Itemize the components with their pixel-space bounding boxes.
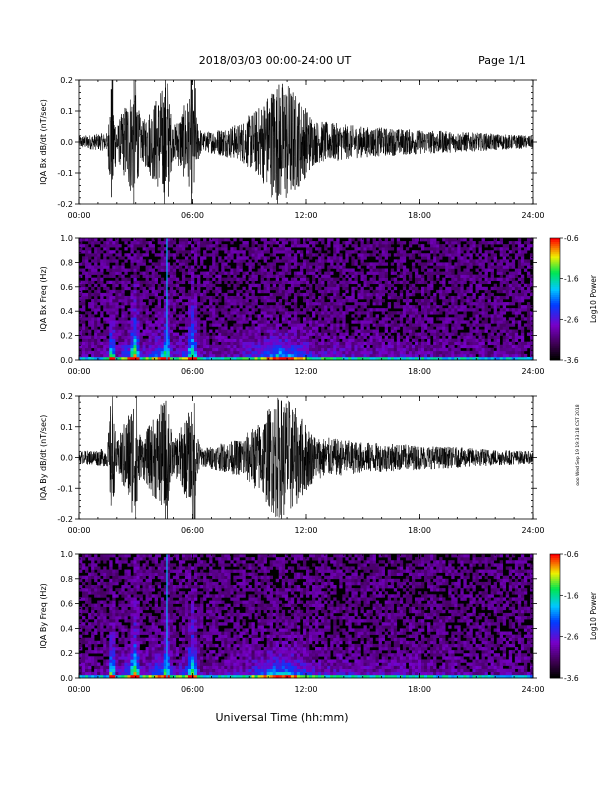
colorbar-frame [549,237,561,361]
y-tick-label: 0.1 [60,423,73,432]
colorbar-frame [549,553,561,679]
x-tick-label: 00:00 [67,526,90,535]
colorbar: -0.6 -1.6 -2.6 -3.6 Log10 Power [549,234,598,365]
x-tick-label: 12:00 [294,685,317,694]
colorbar-tick-label: -2.6 [564,315,579,324]
x-tick-label: 06:00 [181,685,204,694]
y-tick-label: 0.6 [60,600,73,609]
colorbar-tick-label: -1.6 [564,275,579,284]
colorbar-tick-label: -1.6 [564,591,579,600]
y-tick-label: -0.2 [57,200,73,209]
y-tick-label: 0.2 [60,76,73,85]
y-axis-label: IQA Bx dB/dt (nT/sec) [39,99,48,185]
x-tick-label: 00:00 [67,685,90,694]
y-tick-label: 1.0 [60,234,73,243]
y-tick-label: 0.0 [60,356,73,365]
y-tick-label: 1.0 [60,550,73,559]
y-tick-label: 0.4 [60,307,73,316]
y-tick-label: -0.1 [57,484,73,493]
x-tick-label: 18:00 [408,685,431,694]
x-tick-label: 12:00 [294,367,317,376]
y-tick-label: 0.8 [60,258,73,267]
y-axis-label: IQA By dB/dt (nT/sec) [39,415,48,501]
y-tick-label: 0.6 [60,283,73,292]
panel-by-spectrogram: -0.6 -1.6 -2.6 -3.6 Log10 Power 1.0 0.8 0.6 0.4 0… [39,550,598,694]
y-tick-label: 0.1 [60,107,73,116]
y-tick-label: 0.8 [60,575,73,584]
colorbar-tick-label: -3.6 [564,674,579,683]
generation-stamp: ooo Wed Sep 19 19:33:18 CST 2018 [575,404,581,485]
x-tick-label: 18:00 [408,526,431,535]
x-tick-label: 06:00 [181,526,204,535]
x-tick-label: 24:00 [521,685,544,694]
page-indicator: Page 1/1 [478,54,526,67]
x-tick-label: 12:00 [294,211,317,220]
x-tick-label: 00:00 [67,367,90,376]
y-axis-label: IQA Bx Freq (Hz) [39,266,48,332]
panel-bx-dbdt: 0.2 0.1 0.0 -0.1 -0.2 00:00 06:00 12:00 18:00 24:… [39,76,545,220]
x-tick-label: 12:00 [294,526,317,535]
x-axis-title: Universal Time (hh:mm) [216,711,349,724]
x-tick-label: 06:00 [181,367,204,376]
x-tick-label: 24:00 [521,211,544,220]
y-axis-label: IQA By Freq (Hz) [39,583,48,649]
figure-title: 2018/03/03 00:00-24:00 UT [199,54,352,67]
y-tick-label: 0.2 [60,332,73,341]
y-tick-label: 0.0 [60,674,73,683]
dbdt-trace [78,395,534,520]
x-tick-label: 18:00 [408,211,431,220]
y-tick-label: 0.0 [60,138,73,147]
y-tick-label: 0.2 [60,392,73,401]
x-tick-label: 24:00 [521,367,544,376]
y-tick-label: 0.4 [60,624,73,633]
colorbar-tick-label: -0.6 [564,550,579,559]
colorbar-tick-label: -0.6 [564,234,579,243]
panel-by-dbdt: 0.2 0.1 0.0 -0.1 -0.2 00:00 06:00 12:00 18:00 24:… [39,392,545,535]
y-tick-label: -0.2 [57,515,73,524]
colorbar-tick-label: -2.6 [564,633,579,642]
colorbar-tick-label: -3.6 [564,356,579,365]
dbdt-trace [78,79,534,205]
x-tick-label: 06:00 [181,211,204,220]
spectrogram-cells [79,554,534,679]
x-tick-label: 00:00 [67,211,90,220]
spectrogram-cells [79,238,534,361]
colorbar-label: Log10 Power [589,591,598,640]
x-tick-label: 18:00 [408,367,431,376]
y-tick-label: -0.1 [57,169,73,178]
y-tick-label: 0.0 [60,454,73,463]
panel-bx-spectrogram: -0.6 -1.6 -2.6 -3.6 Log10 Power 1.0 0.8 0.6 0.4 0… [39,234,598,376]
x-tick-label: 24:00 [521,526,544,535]
colorbar-label: Log10 Power [589,274,598,323]
y-tick-label: 0.2 [60,649,73,658]
colorbar: -0.6 -1.6 -2.6 -3.6 Log10 Power [549,550,598,683]
